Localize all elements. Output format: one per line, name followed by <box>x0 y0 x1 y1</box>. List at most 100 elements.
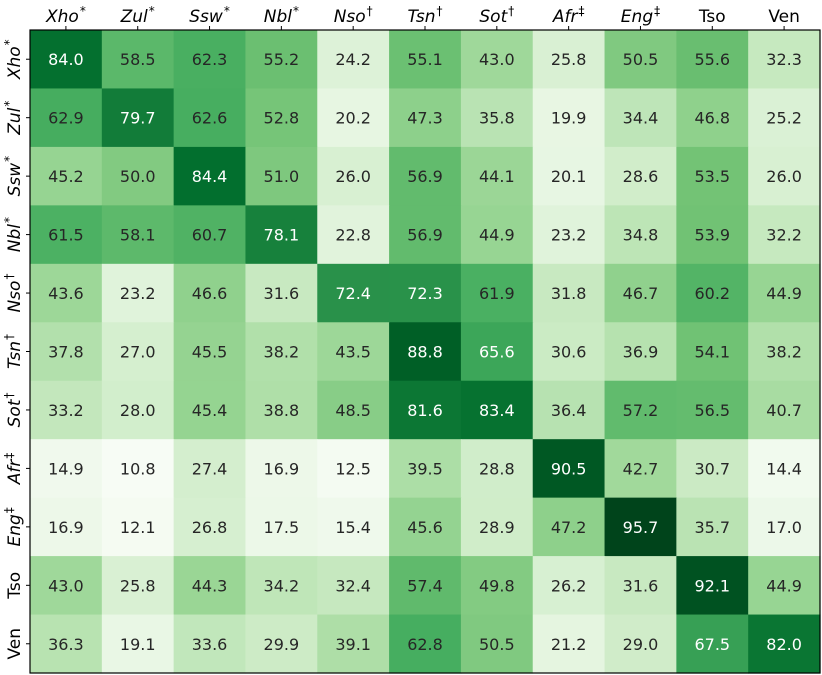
heatmap-cell-ssw-nbl <box>245 146 318 206</box>
cell-value-afr-eng: 42.7 <box>623 459 659 478</box>
heatmap-cell-xho-tsn <box>389 30 462 90</box>
heatmap-cell-tsn-eng <box>604 322 677 382</box>
cell-value-zul-sot: 35.8 <box>479 109 515 128</box>
heatmap-cell-nso-nbl <box>245 263 318 323</box>
cell-value-tsn-sot: 65.6 <box>479 343 515 362</box>
heatmap-cell-sot-nbl <box>245 380 318 440</box>
cell-value-tso-afr: 26.2 <box>551 576 587 595</box>
heatmap-cell-ssw-sot <box>460 146 534 206</box>
cell-value-xho-ven: 32.3 <box>766 50 802 69</box>
cell-value-sot-xho: 33.2 <box>48 401 84 420</box>
heatmap-cell-nso-zul <box>101 263 175 323</box>
heatmap-cell-zul-eng <box>604 88 677 148</box>
cell-value-ssw-nso: 26.0 <box>335 167 371 186</box>
heatmap-cell-ven-zul <box>101 614 175 674</box>
cell-value-ven-eng: 29.0 <box>623 635 659 654</box>
cell-value-ssw-tsn: 56.9 <box>407 167 443 186</box>
heatmap-cell-ssw-zul <box>101 146 175 206</box>
cell-value-sot-eng: 57.2 <box>623 401 659 420</box>
cell-value-ven-tsn: 62.8 <box>407 635 443 654</box>
heatmap-cell-zul-zul <box>101 88 175 148</box>
x-tick-label-sot: Sot† <box>479 4 514 27</box>
y-tick-label-nso: Nso† <box>2 274 25 313</box>
heatmap-cell-ven-ven <box>748 614 821 674</box>
cell-value-ssw-sot: 44.1 <box>479 167 515 186</box>
cell-value-sot-tsn: 81.6 <box>407 401 443 420</box>
heatmap-cell-sot-eng <box>604 380 677 440</box>
cell-value-ssw-afr: 20.1 <box>551 167 587 186</box>
heatmap-cell-ven-nso <box>317 614 390 674</box>
heatmap-cell-sot-zul <box>101 380 175 440</box>
heatmap-cell-nso-afr <box>532 263 606 323</box>
heatmap-cell-zul-xho <box>30 88 103 148</box>
cell-value-tso-tso: 92.1 <box>694 576 730 595</box>
heatmap-cell-tsn-nso <box>317 322 390 382</box>
heatmap-cell-ven-tso <box>676 614 749 674</box>
cell-value-eng-tso: 35.7 <box>694 518 730 537</box>
heatmap-cell-nbl-eng <box>604 205 677 265</box>
heatmap-cell-zul-tsn <box>389 88 462 148</box>
heatmap-cell-tso-eng <box>604 556 677 616</box>
cell-value-zul-eng: 34.4 <box>623 109 659 128</box>
cell-value-afr-nso: 12.5 <box>335 459 371 478</box>
cell-value-ssw-ssw: 84.4 <box>192 167 228 186</box>
cell-value-xho-eng: 50.5 <box>623 50 659 69</box>
cell-value-xho-tsn: 55.1 <box>407 50 443 69</box>
heatmap-cell-xho-ven <box>748 30 821 90</box>
heatmap-cell-eng-ssw <box>173 497 247 557</box>
heatmap-cell-eng-nbl <box>245 497 318 557</box>
heatmap-cell-nso-ssw <box>173 263 247 323</box>
cell-value-nbl-afr: 23.2 <box>551 226 587 245</box>
heatmap-cell-sot-tso <box>676 380 749 440</box>
cell-value-xho-nbl: 55.2 <box>264 50 300 69</box>
cell-value-xho-afr: 25.8 <box>551 50 587 69</box>
cell-value-nbl-xho: 61.5 <box>48 226 84 245</box>
cell-value-zul-tso: 46.8 <box>694 109 730 128</box>
heatmap-cell-eng-eng <box>604 497 677 557</box>
cell-value-tso-nso: 32.4 <box>335 576 371 595</box>
x-tick-label-afr: Afr‡ <box>552 4 585 27</box>
heatmap-cell-zul-sot <box>460 88 534 148</box>
cell-value-ssw-xho: 45.2 <box>48 167 84 186</box>
x-tick-label-ven: Ven <box>768 7 800 27</box>
y-tick-label-tso: Tso <box>5 572 25 600</box>
heatmap-cell-nso-eng <box>604 263 677 323</box>
y-tick-label-tsn: Tsn† <box>2 334 25 369</box>
cell-value-xho-tso: 55.6 <box>694 50 730 69</box>
heatmap-cell-tsn-tsn <box>389 322 462 382</box>
heatmap-cell-xho-afr <box>532 30 606 90</box>
y-tick-label-afr: Afr‡ <box>2 453 25 486</box>
cell-value-nso-ssw: 46.6 <box>192 284 228 303</box>
cell-value-zul-tsn: 47.3 <box>407 109 443 128</box>
cell-value-sot-zul: 28.0 <box>120 401 156 420</box>
heatmap-cell-nso-sot <box>460 263 534 323</box>
heatmap-cell-nbl-xho <box>30 205 103 265</box>
heatmap-cell-nso-nso <box>317 263 390 323</box>
column-labels: Xho* Zul* Ssw* Nbl* Nso† Tsn† Sot† Afr‡ Eng‡ Tso V… <box>45 4 800 30</box>
x-tick-label-nbl: Nbl* <box>264 4 299 27</box>
cell-value-afr-nbl: 16.9 <box>264 459 300 478</box>
cell-value-eng-nso: 15.4 <box>335 518 371 537</box>
heatmap-cell-tso-ssw <box>173 556 247 616</box>
cell-value-tso-xho: 43.0 <box>48 576 84 595</box>
cell-value-sot-sot: 83.4 <box>479 401 515 420</box>
heatmap-cell-afr-tsn <box>389 439 462 499</box>
cell-value-tsn-nso: 43.5 <box>335 343 371 362</box>
cell-value-zul-zul: 79.7 <box>120 109 156 128</box>
cell-value-eng-tsn: 45.6 <box>407 518 443 537</box>
heatmap-cell-sot-ssw <box>173 380 247 440</box>
heatmap-cell-eng-zul <box>101 497 175 557</box>
cell-value-tso-zul: 25.8 <box>120 576 156 595</box>
cell-value-nbl-tso: 53.9 <box>694 226 730 245</box>
heatmap-cell-afr-sot <box>460 439 534 499</box>
heatmap-cell-nbl-afr <box>532 205 606 265</box>
heatmap-cell-eng-xho <box>30 497 103 557</box>
cell-value-nbl-ven: 32.2 <box>766 226 802 245</box>
heatmap-cell-xho-ssw <box>173 30 247 90</box>
heatmap-cell-tso-nso <box>317 556 390 616</box>
heatmap-cell-eng-sot <box>460 497 534 557</box>
cell-value-afr-tsn: 39.5 <box>407 459 443 478</box>
cell-value-zul-ssw: 62.6 <box>192 109 228 128</box>
heatmap-cell-tso-ven <box>748 556 821 616</box>
